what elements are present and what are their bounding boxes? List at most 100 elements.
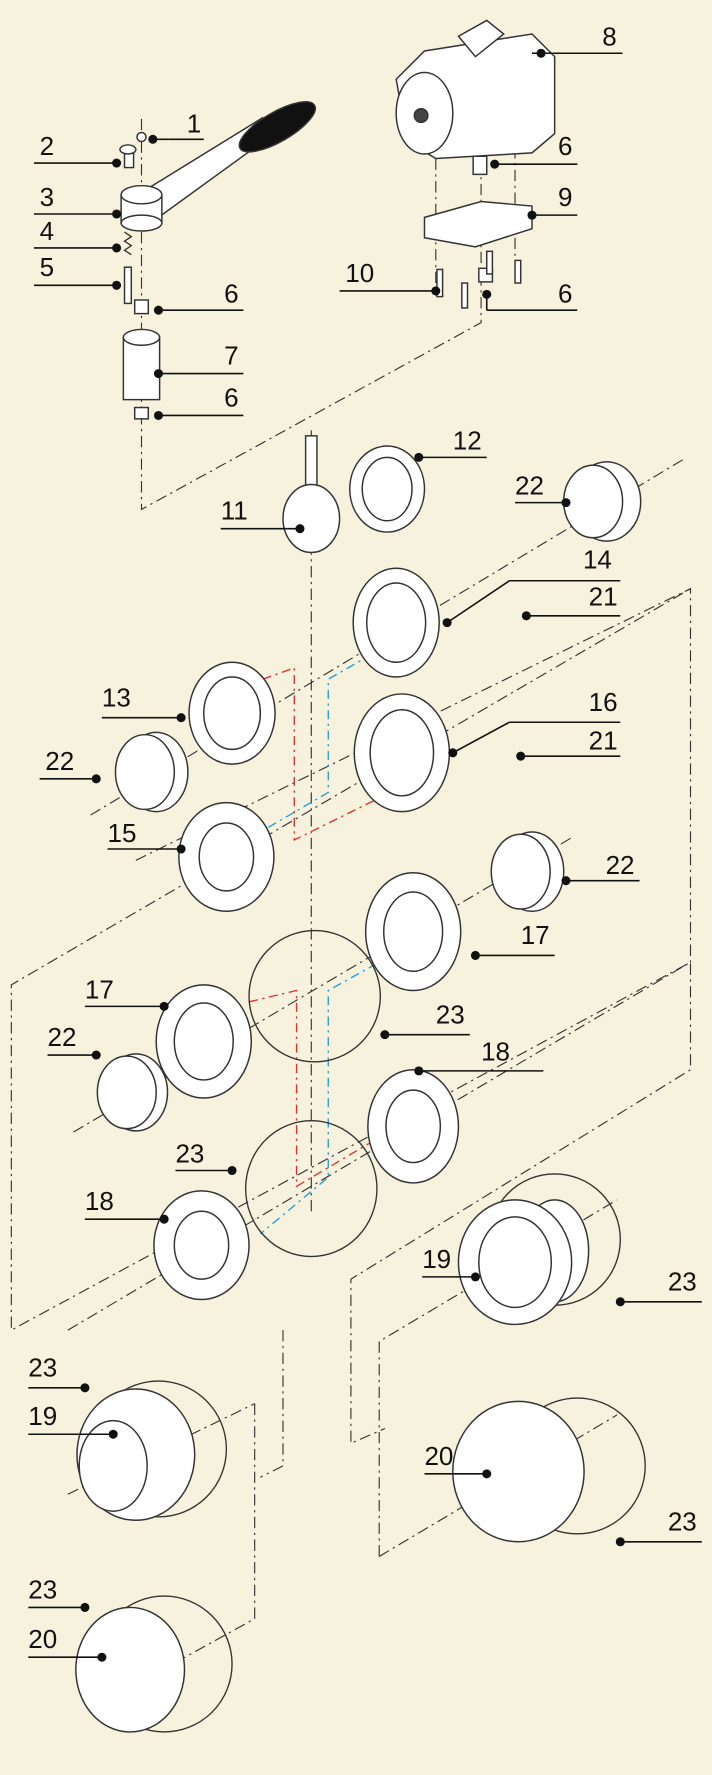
part-outline (204, 677, 261, 749)
callout-label: 11 (221, 496, 248, 526)
leader-dot (482, 1469, 491, 1478)
callout-label: 22 (606, 850, 635, 880)
callout-label: 22 (515, 471, 544, 501)
part-outline (137, 132, 146, 141)
callout-label: 7 (224, 341, 238, 371)
leader-dot (295, 524, 304, 533)
leader-dot (97, 1653, 106, 1662)
part-outline (120, 145, 136, 154)
part-outline (135, 408, 149, 419)
callout-label: 17 (85, 974, 114, 1004)
callout-label: 23 (436, 999, 465, 1029)
leader-dot (80, 1383, 89, 1392)
part-outline (479, 1217, 551, 1308)
part-outline (473, 156, 487, 174)
callout-label: 4 (40, 216, 54, 246)
leader-dot (431, 286, 440, 295)
callout-label: 16 (589, 687, 618, 717)
callout-label: 22 (45, 746, 74, 776)
callout-label: 20 (28, 1624, 57, 1654)
part-outline (121, 186, 162, 204)
part-outline (362, 457, 412, 520)
callout-label: 6 (558, 131, 572, 161)
part-outline (283, 485, 340, 553)
leader-dot (109, 1430, 118, 1439)
callout-label: 6 (224, 278, 238, 308)
callout-label: 23 (28, 1574, 57, 1604)
callout-label: 18 (481, 1037, 510, 1067)
part-outline (564, 465, 623, 537)
leader-dot (112, 281, 121, 290)
leader-dot (561, 876, 570, 885)
callout-label: 8 (602, 21, 616, 51)
leader-dot (616, 1297, 625, 1306)
leader-dot (177, 713, 186, 722)
leader-dot (80, 1603, 89, 1612)
leader-dot (448, 748, 457, 757)
part-outline (199, 823, 253, 891)
leader-dot (92, 774, 101, 783)
part-outline (515, 260, 521, 283)
callout-label: 9 (558, 182, 572, 212)
callout-label: 23 (668, 1506, 697, 1536)
part-outline (414, 109, 428, 123)
leader-dot (490, 160, 499, 169)
leader-dot (160, 1215, 169, 1224)
part-outline (491, 834, 550, 909)
part-outline (386, 1090, 440, 1162)
callout-label: 12 (453, 425, 482, 455)
leader-dot (482, 290, 491, 299)
leader-dot (522, 611, 531, 620)
leader-dot (527, 211, 536, 220)
leader-dot (160, 1002, 169, 1011)
part-outline (115, 735, 174, 810)
part-outline (367, 583, 426, 662)
leader-dot (228, 1166, 237, 1175)
exploded-diagram: 1234567686910611122214211322162115221717… (0, 0, 712, 1775)
leader-dot (148, 135, 157, 144)
leader-dot (112, 159, 121, 168)
callout-label: 3 (40, 182, 54, 212)
callout-label: 5 (40, 252, 54, 282)
leader-dot (154, 306, 163, 315)
leader-dot (177, 844, 186, 853)
callout-label: 14 (583, 544, 612, 574)
callout-label: 6 (558, 278, 572, 308)
callout-label: 19 (422, 1244, 451, 1274)
page: 1234567686910611122214211322162115221717… (0, 0, 712, 1775)
part-outline (123, 337, 159, 399)
callout-label: 2 (40, 131, 54, 161)
leader-dot (414, 1066, 423, 1075)
leader-dot (154, 369, 163, 378)
leader-dot (537, 49, 546, 58)
leader-dot (92, 1051, 101, 1060)
callout-label: 6 (224, 382, 238, 412)
callout-label: 23 (175, 1139, 204, 1169)
callout-label: 22 (48, 1022, 77, 1052)
leader-dot (561, 498, 570, 507)
part-outline (174, 1211, 228, 1279)
part-outline (121, 215, 162, 231)
leader-dot (471, 951, 480, 960)
callout-label: 21 (589, 582, 618, 612)
part-outline (97, 1056, 156, 1128)
part-outline (453, 1401, 584, 1541)
callout-label: 23 (28, 1353, 57, 1383)
part-outline (123, 329, 159, 345)
callout-label: 18 (85, 1186, 114, 1216)
callout-label: 21 (589, 725, 618, 755)
part-outline (487, 251, 493, 274)
part-outline (370, 710, 433, 796)
part-outline (174, 1003, 233, 1080)
leader-dot (516, 752, 525, 761)
leader-dot (414, 453, 423, 462)
part-outline (462, 283, 468, 308)
leader-dot (616, 1537, 625, 1546)
callout-label: 10 (345, 258, 374, 288)
part-outline (384, 892, 443, 971)
callout-label: 1 (187, 108, 201, 138)
callout-label: 23 (668, 1266, 697, 1296)
part-outline (135, 300, 149, 314)
leader-dot (154, 411, 163, 420)
part-outline (125, 267, 132, 303)
